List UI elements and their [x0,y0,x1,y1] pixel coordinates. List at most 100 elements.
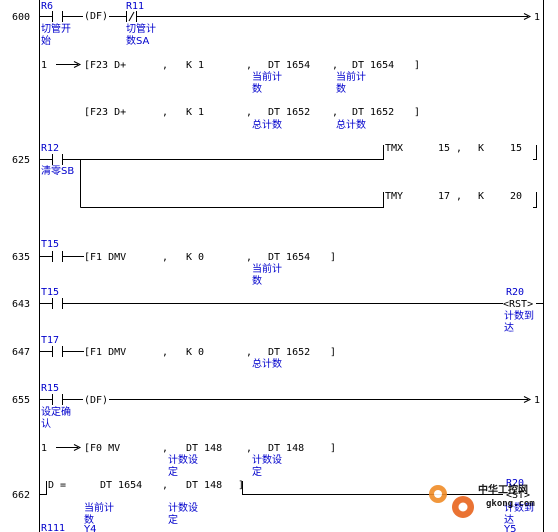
svg-text:,: , [246,60,252,71]
watermark-cn: 中华工控网 [478,483,528,496]
no-contact-icon[interactable] [52,394,63,405]
compare-instruction: D = [48,480,66,491]
timer-tmx[interactable]: TMX 15 , K 15 [383,143,538,160]
extra-output: Y4 [83,524,96,532]
svg-text:,: , [246,107,252,118]
timer-type: TMX [385,143,403,154]
operand: DT 148 [186,480,222,491]
rung-655[interactable]: 655 R15 (DF) 1 设定确 认 [12,383,540,430]
timer-type: TMY [385,191,403,202]
coil-set[interactable]: <ST> [506,490,530,501]
no-contact-icon[interactable] [52,298,63,309]
extra-output: Y5 [503,524,516,532]
operand-comment: 定 [168,513,178,526]
coil-comment-line2: 达 [504,514,514,526]
coil-reset[interactable]: <RST> [503,299,533,310]
contact-comment-line2: 认 [41,417,51,430]
operand-comment: 计数设 [168,453,198,466]
timer-tmy[interactable]: TMY 17 , K 20 [383,191,538,208]
instruction: [F23 D+ [84,60,126,71]
rung-643[interactable]: 643 T15 R20 <RST> 计数到 达 [12,287,543,334]
timer-number: 15 [438,143,450,154]
operand-comment: 数 [252,274,262,287]
arrow-head-icon [73,61,82,68]
timer-setpoint: 15 [510,143,522,154]
step-number: 647 [12,347,30,358]
instruction: [F23 D+ [84,107,126,118]
operand: DT 1652 [268,107,310,118]
operand: DT 1654 [268,60,310,71]
close-bracket: ] [414,60,420,71]
no-contact-icon[interactable] [52,11,63,22]
nc-contact-icon[interactable] [126,11,137,22]
contact-address: R11 [126,1,144,12]
step-number: 662 [12,490,30,501]
timer-k: K [478,191,484,202]
rung-600[interactable]: 600 R6 (DF) 切管开 始 R11 1 切管计 数SA [12,1,540,47]
instruction: [F1 DMV [84,252,126,263]
step-number: 600 [12,12,30,23]
contact-address: R6 [41,1,53,12]
contact-comment-line1: 切管计 [126,22,156,35]
contact-address: T15 [41,239,59,250]
arrow-head-icon [73,444,82,451]
separator: , [456,191,462,202]
operand-comment: 当前计 [252,262,282,275]
df-instruction: (DF) [84,395,108,406]
close-bracket: ] [330,252,336,263]
operand-comment: 定 [252,465,262,478]
contact-comment-line2: 始 [41,34,51,47]
operand: DT 1654 [100,480,142,491]
operand-comment: 计数设 [252,453,282,466]
contact-address: R12 [41,143,59,154]
rung-625[interactable]: 625 R12 清零SB TMX 15 , K 15 TMY 17 , K 20 [12,143,537,208]
instruction: [F0 MV [84,443,120,454]
no-contact-icon[interactable] [52,346,63,357]
operand-comment: 当前计 [336,70,366,83]
coil-address: R20 [506,287,524,298]
link-label: 1 [41,443,47,454]
arrow-head-icon [523,13,532,20]
step-number: 643 [12,299,30,310]
constant: K 0 [186,252,204,263]
contact-address: T17 [41,335,59,346]
coil-address: R20 [506,478,524,489]
contact-address: T15 [41,287,59,298]
rung-647[interactable]: 647 T17 [F1 DMV , K 0 , DT 1652 ] 总计数 [12,335,336,370]
constant: K 0 [186,347,204,358]
operand: DT 148 [268,443,304,454]
svg-text:,: , [162,347,168,358]
rung-662[interactable]: 662 D = DT 1654 , DT 148 ] 当前计 数 计数设 定 R… [12,478,534,532]
no-contact-icon[interactable] [52,154,63,165]
separator: , [456,143,462,154]
svg-text:,: , [162,60,168,71]
operand-comment: 总计数 [252,357,282,370]
link-label: 1 [534,12,540,23]
svg-text:,: , [162,107,168,118]
operand-comment: 数 [252,82,262,95]
rung-f23-a[interactable]: 1 [F23 D+ , K 1 , DT 1654 , DT 1654 ] 当前… [41,60,420,95]
link-label: 1 [534,395,540,406]
operand: DT 1652 [268,347,310,358]
rung-635[interactable]: 635 T15 [F1 DMV , K 0 , DT 1654 ] 当前计 数 [12,239,336,287]
rung-f0-mv[interactable]: 1 [F0 MV , DT 148 , DT 148 ] 计数设 定 计数设 定 [41,443,336,478]
operand-comment: 数 [336,82,346,95]
constant: K 1 [186,60,204,71]
rung-f23-b[interactable]: [F23 D+ , K 1 , DT 1652 , DT 1652 ] 总计数 … [84,107,420,131]
operand: DT 1654 [268,252,310,263]
svg-text:,: , [332,60,338,71]
contact-comment-line1: 清零SB [41,164,74,177]
svg-text:,: , [332,107,338,118]
df-instruction: (DF) [84,11,108,22]
operand: DT 148 [186,443,222,454]
no-contact-icon[interactable] [52,251,63,262]
gear-icon [429,485,474,518]
operand-comment: 定 [168,465,178,478]
watermark-en: gkong.com [486,499,535,509]
operand-comment: 总计数 [336,118,366,131]
watermark: 中华工控网 gkong.com [429,483,535,518]
arrow-head-icon [523,396,532,403]
svg-text:,: , [246,252,252,263]
close-bracket: ] [330,347,336,358]
